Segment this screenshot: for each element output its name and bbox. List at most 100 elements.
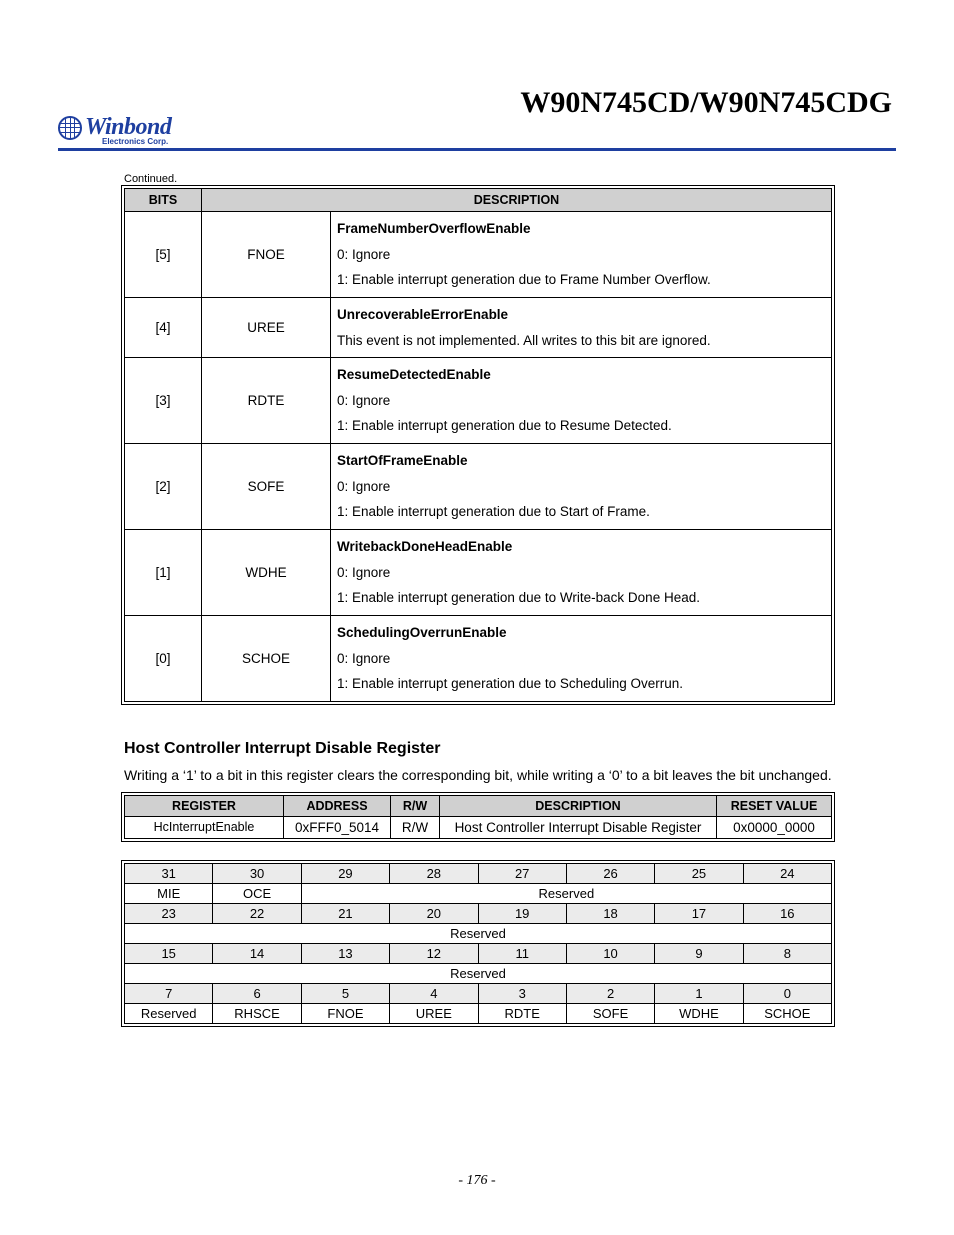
desc-line: 1: Enable interrupt generation due to St… <box>337 499 825 525</box>
bit-num: 24 <box>743 863 831 883</box>
bit-num: 26 <box>566 863 654 883</box>
bit-num: 21 <box>301 903 389 923</box>
col-header-reset: RESET VALUE <box>717 795 832 816</box>
page-number: - 176 - <box>0 1173 954 1189</box>
bit-num: 9 <box>655 943 743 963</box>
bit-mnemonic: RDTE <box>202 358 331 444</box>
bit-num: 23 <box>125 903 213 923</box>
bit-label: RHSCE <box>213 1003 301 1023</box>
logo-subtext: Electronics Corp. <box>102 137 171 146</box>
bitfield-table: 31 30 29 28 27 26 25 24 MIE OCE Reserved… <box>124 863 832 1024</box>
bit-description: UnrecoverableErrorEnable This event is n… <box>331 297 832 357</box>
bit-label: Reserved <box>125 1003 213 1023</box>
bit-index: [5] <box>125 212 202 298</box>
desc-title: WritebackDoneHeadEnable <box>337 534 825 560</box>
bit-index: [0] <box>125 615 202 701</box>
bit-label: Reserved <box>301 883 831 903</box>
bit-description: ResumeDetectedEnable 0: Ignore 1: Enable… <box>331 358 832 444</box>
bit-num: 1 <box>655 983 743 1003</box>
bit-mnemonic: WDHE <box>202 530 331 616</box>
bit-label: UREE <box>390 1003 478 1023</box>
bit-num: 31 <box>125 863 213 883</box>
bit-num: 8 <box>743 943 831 963</box>
continued-label: Continued. <box>124 173 896 185</box>
bit-description: SchedulingOverrunEnable 0: Ignore 1: Ena… <box>331 615 832 701</box>
header-rule <box>58 148 896 151</box>
desc-line: 0: Ignore <box>337 388 825 414</box>
bit-index: [2] <box>125 444 202 530</box>
desc-title: StartOfFrameEnable <box>337 448 825 474</box>
col-header-bits: BITS <box>125 189 202 212</box>
bit-index: [4] <box>125 297 202 357</box>
col-header-description: DESCRIPTION <box>440 795 717 816</box>
bit-num: 13 <box>301 943 389 963</box>
bit-label: FNOE <box>301 1003 389 1023</box>
bit-description: FrameNumberOverflowEnable 0: Ignore 1: E… <box>331 212 832 298</box>
desc-title: ResumeDetectedEnable <box>337 362 825 388</box>
table-row: [3] RDTE ResumeDetectedEnable 0: Ignore … <box>125 358 832 444</box>
bit-num: 12 <box>390 943 478 963</box>
bit-mnemonic: FNOE <box>202 212 331 298</box>
section-paragraph: Writing a ‘1’ to a bit in this register … <box>124 766 832 785</box>
desc-line: 0: Ignore <box>337 242 825 268</box>
desc-line: 1: Enable interrupt generation due to Re… <box>337 413 825 439</box>
desc-title: FrameNumberOverflowEnable <box>337 216 825 242</box>
desc-line: 0: Ignore <box>337 560 825 586</box>
page-header: W90N745CD/W90N745CDG Winbond Electronics… <box>58 86 896 151</box>
section-heading: Host Controller Interrupt Disable Regist… <box>124 740 896 758</box>
reg-rw: R/W <box>391 816 440 838</box>
table-row: HcInterruptEnable 0xFFF0_5014 R/W Host C… <box>125 816 832 838</box>
table-row: [1] WDHE WritebackDoneHeadEnable 0: Igno… <box>125 530 832 616</box>
bit-num: 30 <box>213 863 301 883</box>
globe-icon <box>58 116 82 140</box>
reg-name: HcInterruptEnable <box>125 816 284 838</box>
bit-num: 6 <box>213 983 301 1003</box>
reg-address: 0xFFF0_5014 <box>284 816 391 838</box>
reg-desc: Host Controller Interrupt Disable Regist… <box>440 816 717 838</box>
bit-label: MIE <box>125 883 213 903</box>
bit-num: 10 <box>566 943 654 963</box>
bit-num: 5 <box>301 983 389 1003</box>
bit-num: 16 <box>743 903 831 923</box>
bit-num: 17 <box>655 903 743 923</box>
reg-reset: 0x0000_0000 <box>717 816 832 838</box>
col-header-register: REGISTER <box>125 795 284 816</box>
bit-num: 3 <box>478 983 566 1003</box>
desc-line: 1: Enable interrupt generation due to Fr… <box>337 267 825 293</box>
bit-label: SOFE <box>566 1003 654 1023</box>
register-summary-table: REGISTER ADDRESS R/W DESCRIPTION RESET V… <box>124 795 832 839</box>
table-row: [4] UREE UnrecoverableErrorEnable This e… <box>125 297 832 357</box>
bit-description: StartOfFrameEnable 0: Ignore 1: Enable i… <box>331 444 832 530</box>
bit-num: 29 <box>301 863 389 883</box>
bit-label: WDHE <box>655 1003 743 1023</box>
bit-label: Reserved <box>125 923 832 943</box>
bit-description: WritebackDoneHeadEnable 0: Ignore 1: Ena… <box>331 530 832 616</box>
bit-index: [3] <box>125 358 202 444</box>
bit-label: SCHOE <box>743 1003 831 1023</box>
desc-title: UnrecoverableErrorEnable <box>337 302 825 328</box>
table-row: [5] FNOE FrameNumberOverflowEnable 0: Ig… <box>125 212 832 298</box>
bit-num: 18 <box>566 903 654 923</box>
bit-label: Reserved <box>125 963 832 983</box>
bit-num: 19 <box>478 903 566 923</box>
desc-line: 0: Ignore <box>337 474 825 500</box>
bit-num: 22 <box>213 903 301 923</box>
bit-num: 28 <box>390 863 478 883</box>
desc-line: This event is not implemented. All write… <box>337 328 825 354</box>
bit-label: RDTE <box>478 1003 566 1023</box>
bit-mnemonic: SOFE <box>202 444 331 530</box>
bit-mnemonic: SCHOE <box>202 615 331 701</box>
desc-line: 1: Enable interrupt generation due to Sc… <box>337 671 825 697</box>
bit-num: 20 <box>390 903 478 923</box>
col-header-description: DESCRIPTION <box>202 189 832 212</box>
bit-mnemonic: UREE <box>202 297 331 357</box>
desc-line: 0: Ignore <box>337 646 825 672</box>
table-row: [0] SCHOE SchedulingOverrunEnable 0: Ign… <box>125 615 832 701</box>
bit-num: 11 <box>478 943 566 963</box>
desc-line: 1: Enable interrupt generation due to Wr… <box>337 585 825 611</box>
bit-num: 25 <box>655 863 743 883</box>
bit-num: 2 <box>566 983 654 1003</box>
bit-num: 0 <box>743 983 831 1003</box>
table-row: [2] SOFE StartOfFrameEnable 0: Ignore 1:… <box>125 444 832 530</box>
desc-title: SchedulingOverrunEnable <box>337 620 825 646</box>
